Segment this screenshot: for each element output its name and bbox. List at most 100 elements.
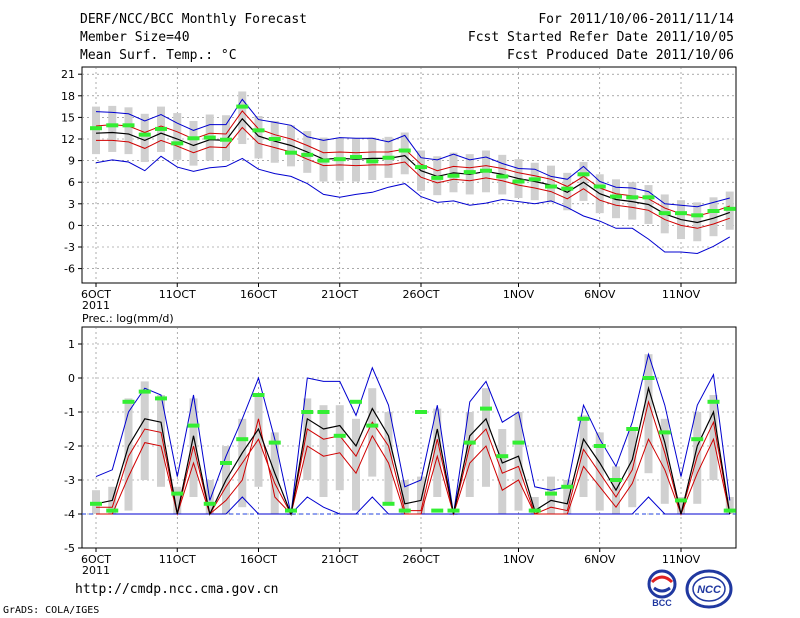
- climatology-marker: [252, 393, 265, 397]
- climatology-marker: [480, 406, 492, 411]
- chart-panel-1: -6 -3 0 3 6 9 12 15 18 21 6OCT 11OCT 16OCT 21OCT 26OCT…: [61, 66, 737, 312]
- climatology-marker: [90, 126, 102, 131]
- climatology-marker: [545, 491, 557, 496]
- series-min-line: [95, 155, 731, 255]
- climatology-marker: [138, 389, 151, 394]
- grads-credit: GrADS: COLA/IGES: [3, 605, 100, 616]
- climatology-marker: [593, 444, 606, 448]
- ensemble-box: [124, 107, 133, 155]
- y-tick-label: -6: [64, 263, 75, 276]
- climatology-marker: [90, 501, 102, 506]
- chart-title: DERF/NCC/BCC Monthly Forecast: [80, 12, 307, 27]
- climatology-marker: [561, 484, 574, 489]
- x-tick-label: 11NOV: [662, 553, 701, 566]
- climatology-marker: [463, 170, 476, 175]
- ensemble-box: [709, 395, 718, 480]
- climatology-marker: [512, 179, 525, 184]
- climatology-marker: [431, 175, 444, 180]
- y-tick-label: -2: [64, 440, 75, 453]
- y-tick-label: 12: [61, 133, 75, 146]
- ensemble-box: [335, 405, 344, 491]
- x-tick-label: 11NOV: [662, 288, 701, 301]
- ensemble-box: [482, 388, 490, 487]
- x-tick-label: 16OCT: [240, 553, 277, 566]
- ensemble-box: [303, 398, 312, 480]
- climatology-marker: [236, 437, 249, 442]
- ensemble-box: [352, 138, 360, 182]
- climatology-marker: [398, 508, 411, 513]
- climatology-marker: [577, 416, 590, 421]
- series-lower-line: [96, 126, 730, 229]
- series-upper-line: [96, 399, 731, 516]
- ncc-logo-text: NCC: [697, 584, 722, 596]
- x-tick-label: 16OCT: [240, 288, 277, 301]
- ensemble-box: [579, 415, 588, 497]
- ensemble-box: [319, 405, 328, 497]
- y-tick-label: 1: [68, 338, 75, 351]
- y-tick-label: 3: [68, 198, 75, 211]
- climatology-marker: [496, 454, 509, 459]
- ensemble-box: [644, 354, 653, 474]
- ensemble-box: [660, 418, 669, 504]
- climatology-marker: [723, 206, 736, 211]
- climatology-marker: [382, 155, 395, 160]
- forecast-period: For 2011/10/06-2011/11/14: [538, 12, 734, 27]
- x-tick-label: 6NOV: [584, 288, 616, 301]
- ensemble-box: [124, 398, 133, 511]
- y-tick-label: 9: [68, 155, 75, 168]
- climatology-marker: [675, 211, 687, 216]
- x-tick-label: 11OCT: [159, 288, 196, 301]
- climatology-marker: [171, 491, 184, 496]
- member-size-label: Member Size=40: [80, 30, 190, 45]
- ensemble-box: [595, 432, 604, 511]
- climatology-marker: [203, 501, 216, 506]
- x-tick-label: 26OCT: [402, 553, 439, 566]
- ensemble-box: [530, 497, 539, 514]
- ensemble-box: [352, 418, 360, 511]
- plot-frame: [81, 326, 737, 549]
- climatology-marker: [122, 123, 135, 128]
- climatology-marker: [626, 427, 639, 431]
- climatology-marker: [138, 132, 151, 137]
- climatology-marker: [415, 410, 427, 414]
- y-tick-label: 15: [61, 111, 75, 124]
- climatology-marker: [658, 211, 671, 216]
- climatology-marker: [415, 165, 427, 170]
- y-tick-label: -1: [64, 406, 75, 419]
- climatology-marker: [610, 194, 622, 199]
- climatology-marker: [106, 123, 119, 128]
- climatology-marker: [155, 126, 167, 131]
- climatology-marker: [350, 399, 362, 404]
- source-url[interactable]: http://cmdp.ncc.cma.gov.cn: [75, 582, 279, 597]
- climatology-marker: [463, 440, 476, 445]
- ensemble-box: [173, 113, 182, 160]
- ensemble-box: [498, 429, 507, 514]
- climatology-marker: [366, 423, 379, 428]
- climatology-marker: [285, 150, 297, 155]
- ensemble-box: [157, 395, 165, 487]
- x-tick-label: 21OCT: [321, 288, 358, 301]
- ensemble-box: [384, 412, 393, 504]
- climatology-marker: [561, 186, 574, 191]
- ensemble-box: [270, 121, 279, 163]
- y-tick-label: -4: [64, 508, 75, 521]
- series-max-line: [95, 98, 730, 208]
- climatology-marker: [723, 508, 736, 513]
- climatology-marker: [626, 195, 639, 200]
- y-tick-label: -5: [64, 542, 75, 555]
- climatology-marker: [187, 136, 200, 141]
- y-tick-label: -3: [64, 474, 75, 487]
- x-tick-label: 6OCT: [81, 553, 111, 566]
- climatology-marker: [317, 158, 330, 163]
- climatology-marker: [610, 478, 622, 482]
- ensemble-box: [433, 156, 442, 196]
- climatology-marker: [707, 209, 720, 213]
- ensemble-box: [254, 395, 263, 487]
- series-lower-line: [96, 418, 731, 516]
- climatology-marker: [447, 173, 460, 178]
- ensemble-box: [693, 202, 702, 242]
- climatology-marker: [220, 461, 232, 465]
- ensemble-box: [725, 497, 734, 514]
